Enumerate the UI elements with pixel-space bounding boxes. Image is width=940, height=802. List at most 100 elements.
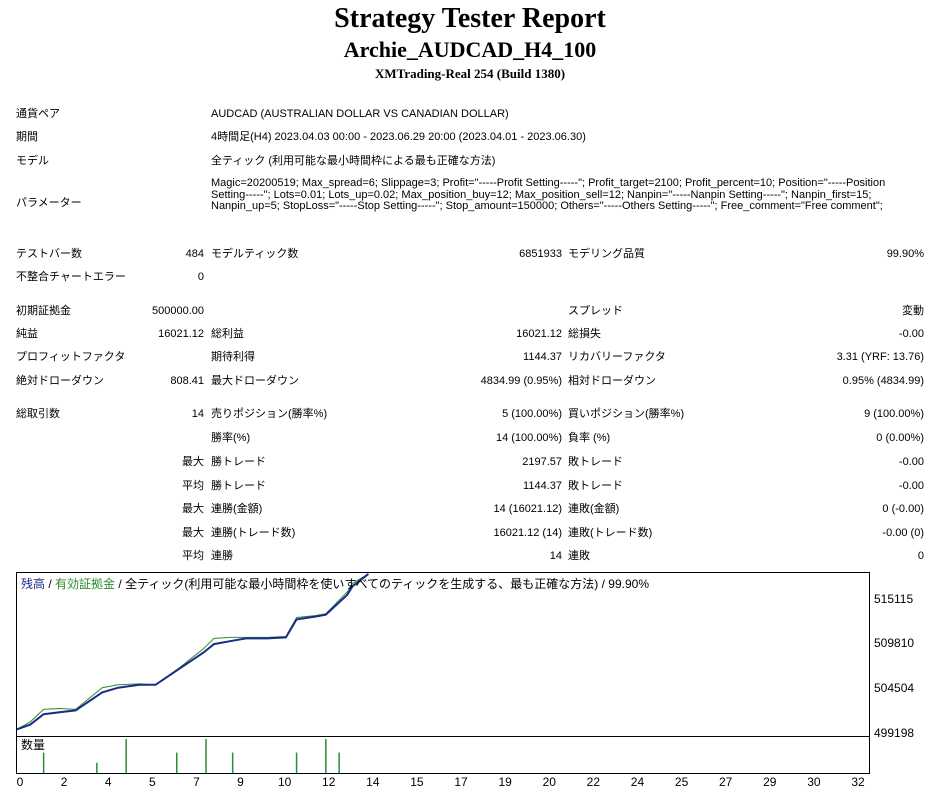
abs-drawdown-value: 808.41 <box>170 375 204 387</box>
avg-loss-label: 敗トレード <box>568 480 623 492</box>
x-tick-label: 12 <box>322 775 336 789</box>
avg-consec-loss-label: 連敗 <box>568 550 590 562</box>
deposit-label: 初期証拠金 <box>16 305 71 317</box>
x-tick-label: 19 <box>498 775 512 789</box>
win-rate-value: 14 (100.00%) <box>495 432 562 444</box>
largest-win-value: 2197.57 <box>522 456 562 468</box>
x-tick-label: 22 <box>586 775 601 789</box>
net-label: 純益 <box>16 328 38 340</box>
legend-method: 全ティック(利用可能な最小時間枠を使いすべてのティックを生成する、最も正確な方法… <box>125 577 649 591</box>
abs-drawdown-label: 絶対ドローダウン <box>16 375 104 387</box>
gross-profit-value: 16021.12 <box>516 328 562 340</box>
expected-payoff-label: 期待利得 <box>211 351 255 363</box>
max-consec-win-count-value: 16021.12 (14) <box>493 527 563 539</box>
x-tick-label: 27 <box>718 775 733 789</box>
x-tick-label: 30 <box>807 775 821 789</box>
max-drawdown-label: 最大ドローダウン <box>211 375 299 387</box>
avg-loss-value: -0.00 <box>898 480 924 492</box>
y-tick-label: 509810 <box>874 636 915 650</box>
report-subtitle: Archie_AUDCAD_H4_100 <box>343 37 597 62</box>
equity-line <box>17 573 369 730</box>
win-rate-label: 勝率(%) <box>211 432 251 444</box>
expected-payoff-value: 1144.37 <box>523 351 562 363</box>
bars-label: テストバー数 <box>16 248 82 260</box>
net-value: 16021.12 <box>158 328 204 340</box>
short-positions-value: 5 (100.00%) <box>502 408 562 420</box>
rel-drawdown-label: 相対ドローダウン <box>568 375 656 387</box>
avg-consec-win-value: 14 <box>549 550 562 562</box>
max-label-2: 最大 <box>182 503 204 515</box>
x-tick-label: 10 <box>277 775 292 789</box>
gross-loss-value: -0.00 <box>898 328 924 340</box>
max-consec-win-amount-label: 連勝(金額) <box>211 503 263 515</box>
avg-consec-win-label: 連勝 <box>211 550 233 562</box>
ticks-value: 6851933 <box>519 248 562 260</box>
x-tick-label: 2 <box>60 775 68 789</box>
symbol-label: 通貨ペア <box>16 108 60 120</box>
avg-win-value: 1144.37 <box>523 480 562 492</box>
period-value: 4時間足(H4) 2023.04.03 00:00 - 2023.06.29 2… <box>211 131 586 143</box>
params-value: Magic=20200519; Max_spread=6; Slippage=3… <box>211 177 886 212</box>
chart-legend: 残高 / 有効証拠金 / 全ティック(利用可能な最小時間枠を使いすべてのティック… <box>21 577 649 591</box>
volume-label: 数量 <box>21 738 46 752</box>
legend-balance: 残高 <box>21 577 46 591</box>
balance-line <box>17 573 370 731</box>
recovery-value: 3.31 (YRF: 13.76) <box>836 351 924 363</box>
x-tick-label: 14 <box>366 775 380 789</box>
loss-rate-value: 0 (0.00%) <box>876 432 924 444</box>
spread-label: スプレッド <box>568 305 623 317</box>
x-tick-label: 4 <box>104 775 112 789</box>
largest-loss-value: -0.00 <box>898 456 924 468</box>
profit-factor-label: プロフィットファクタ <box>16 351 126 363</box>
avg-consec-loss-value: 0 <box>917 550 924 562</box>
avg-label-2: 平均 <box>182 550 204 562</box>
y-tick-label: 499198 <box>874 726 915 740</box>
x-tick-label: 15 <box>410 775 424 789</box>
max-label-1: 最大 <box>182 456 204 468</box>
x-tick-label: 24 <box>630 775 645 789</box>
x-tick-label: 5 <box>148 775 156 789</box>
spread-value: 変動 <box>902 305 924 317</box>
x-tick-label: 9 <box>237 775 244 789</box>
max-consec-win-count-label: 連勝(トレード数) <box>211 527 296 539</box>
legend-separator: / <box>115 577 126 591</box>
rel-drawdown-value: 0.95% (4834.99) <box>842 375 924 387</box>
short-positions-label: 売りポジション(勝率%) <box>211 408 328 420</box>
max-label-3: 最大 <box>182 527 204 539</box>
x-tick-label: 25 <box>674 775 689 789</box>
report-title: Strategy Tester Report <box>334 3 606 34</box>
symbol-value: AUDCAD (AUSTRALIAN DOLLAR VS CANADIAN DO… <box>211 108 509 120</box>
max-consec-loss-amount-value: 0 (-0.00) <box>882 503 924 515</box>
total-trades-label: 総取引数 <box>16 408 60 420</box>
max-consec-loss-amount-label: 連敗(金額) <box>568 503 620 515</box>
x-tick-label: 0 <box>16 775 24 789</box>
ticks-label: モデルティック数 <box>211 248 299 260</box>
legend-separator: / <box>45 577 56 591</box>
y-tick-label: 515115 <box>874 592 914 606</box>
gross-loss-label: 総損失 <box>568 328 601 340</box>
params-label: パラメーター <box>16 197 82 209</box>
avg-label-1: 平均 <box>182 480 204 492</box>
max-drawdown-value: 4834.99 (0.95%) <box>480 375 562 387</box>
max-consec-loss-count-label: 連敗(トレード数) <box>568 527 653 539</box>
quality-value: 99.90% <box>886 248 924 260</box>
x-tick-label: 29 <box>763 775 777 789</box>
volume-chart: 数量 <box>16 736 870 774</box>
volume-chart-svg <box>42 739 340 773</box>
mismatch-value: 0 <box>197 271 204 283</box>
x-tick-label: 32 <box>851 775 865 789</box>
quality-label: モデリング品質 <box>568 248 645 260</box>
bars-value: 484 <box>185 248 204 260</box>
balance-chart: 残高 / 有効証拠金 / 全ティック(利用可能な最小時間枠を使いすべてのティック… <box>16 572 870 737</box>
long-positions-label: 買いポジション(勝率%) <box>568 408 685 420</box>
period-label: 期間 <box>16 131 38 143</box>
largest-loss-label: 敗トレード <box>568 456 623 468</box>
x-tick-label: 20 <box>542 775 556 789</box>
max-consec-win-amount-value: 14 (16021.12) <box>493 503 563 515</box>
long-positions-value: 9 (100.00%) <box>864 408 924 420</box>
legend-equity: 有効証拠金 <box>55 577 116 591</box>
x-tick-label: 7 <box>193 775 200 789</box>
y-tick-label: 504504 <box>874 681 915 695</box>
deposit-value: 500000.00 <box>152 305 204 317</box>
recovery-label: リカバリーファクタ <box>568 351 666 363</box>
